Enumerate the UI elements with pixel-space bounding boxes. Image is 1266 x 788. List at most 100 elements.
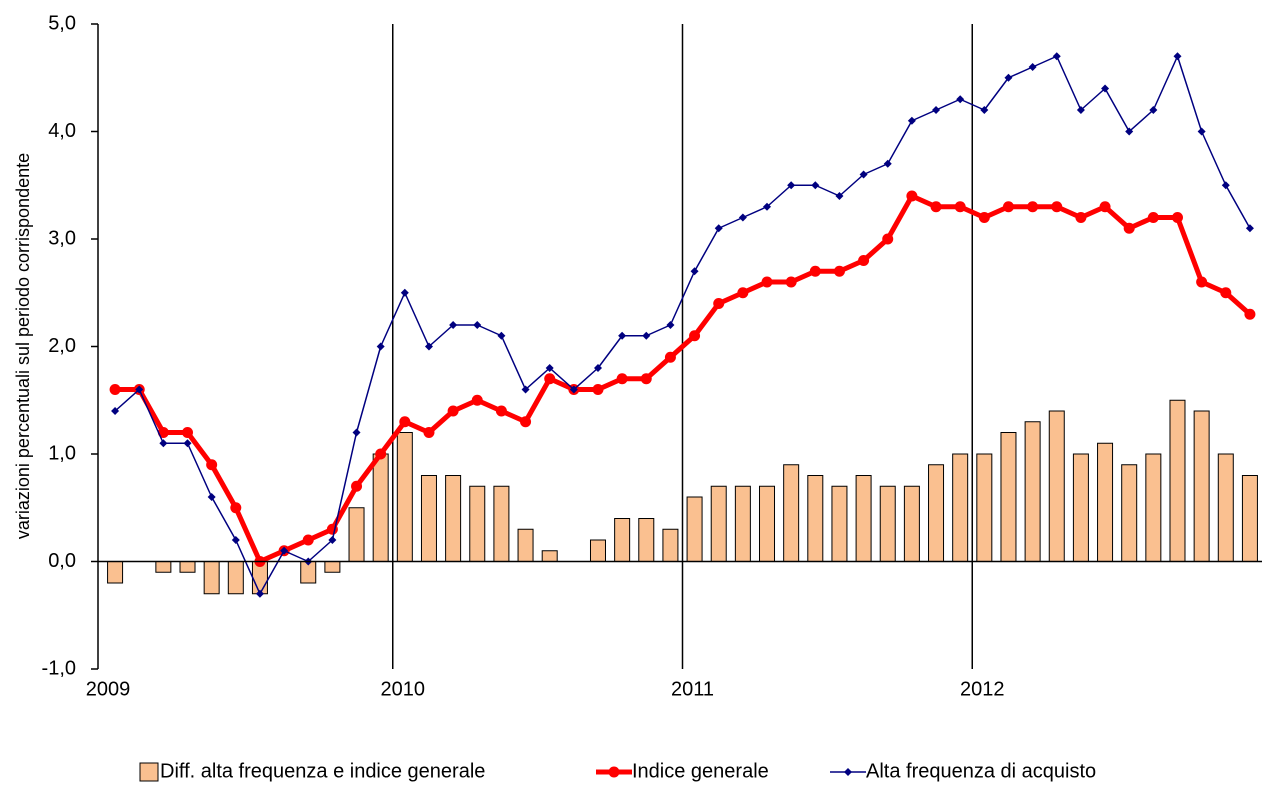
point xyxy=(763,202,772,211)
y-tick-label: 3,0 xyxy=(48,227,76,249)
point xyxy=(642,331,651,340)
point xyxy=(1052,52,1061,61)
point xyxy=(906,190,918,202)
point xyxy=(714,224,723,233)
point xyxy=(424,342,433,351)
point xyxy=(1147,212,1159,223)
point xyxy=(351,480,363,492)
bar xyxy=(469,485,486,562)
bar xyxy=(759,485,776,562)
point xyxy=(159,439,168,448)
bar xyxy=(783,464,800,562)
point xyxy=(1101,84,1110,93)
point xyxy=(1221,181,1230,190)
bar xyxy=(372,453,389,562)
bar xyxy=(638,518,655,562)
point xyxy=(787,181,796,190)
bar xyxy=(1241,475,1258,562)
bar xyxy=(710,485,727,562)
bar xyxy=(107,561,124,584)
point xyxy=(400,288,409,297)
point xyxy=(328,536,337,544)
point xyxy=(713,298,725,309)
point xyxy=(497,331,506,340)
point xyxy=(883,159,892,168)
point xyxy=(809,265,821,277)
bar xyxy=(1024,421,1041,562)
point xyxy=(135,385,144,394)
point xyxy=(182,427,194,438)
point xyxy=(157,427,169,438)
y-axis-label: variazioni percentuali sul periodo corri… xyxy=(13,153,33,539)
bar xyxy=(831,485,848,562)
bar xyxy=(928,464,945,562)
point xyxy=(183,439,192,448)
bar xyxy=(903,485,920,562)
point xyxy=(206,459,218,471)
point xyxy=(882,233,894,245)
point xyxy=(544,373,556,385)
x-tick-label: 2011 xyxy=(671,678,714,700)
point xyxy=(811,181,820,190)
bar xyxy=(348,507,365,562)
point xyxy=(230,502,242,514)
point xyxy=(1099,201,1111,213)
line xyxy=(114,55,1251,595)
point xyxy=(1027,201,1039,213)
point xyxy=(1028,63,1037,71)
point xyxy=(109,384,121,395)
point xyxy=(664,351,676,363)
point xyxy=(1244,308,1256,320)
bar xyxy=(734,485,751,562)
bar xyxy=(517,528,534,562)
point xyxy=(954,201,966,213)
bar xyxy=(1121,464,1138,562)
point xyxy=(858,255,870,266)
x-tick-label: 2012 xyxy=(960,678,1005,700)
point xyxy=(1002,201,1014,213)
point xyxy=(666,321,675,329)
bar xyxy=(1145,453,1162,562)
bar xyxy=(1193,410,1210,562)
point xyxy=(302,534,314,546)
legend-marker xyxy=(608,766,620,778)
point xyxy=(495,405,507,417)
point xyxy=(1004,73,1013,82)
point xyxy=(956,95,965,104)
point xyxy=(1125,127,1134,136)
point xyxy=(1123,222,1135,234)
bar xyxy=(614,518,631,562)
point xyxy=(231,536,240,544)
point xyxy=(1173,52,1182,61)
bar xyxy=(541,550,558,562)
point xyxy=(1149,106,1158,114)
point xyxy=(859,170,868,179)
bar xyxy=(589,539,606,562)
point xyxy=(423,427,435,438)
point xyxy=(761,276,773,288)
point xyxy=(473,321,482,329)
point xyxy=(449,321,458,329)
bar xyxy=(1000,432,1017,562)
point xyxy=(1220,287,1232,299)
bar xyxy=(855,475,872,562)
point xyxy=(1051,201,1063,213)
bar xyxy=(879,485,896,562)
point xyxy=(1245,224,1254,233)
x-tick-label: 2010 xyxy=(381,678,426,700)
y-tick-label: 4,0 xyxy=(48,120,76,142)
point xyxy=(593,364,602,372)
bar xyxy=(420,475,437,562)
point xyxy=(738,213,747,222)
point xyxy=(907,116,916,125)
y-tick-label: 1,0 xyxy=(48,442,76,464)
bar xyxy=(1097,442,1114,562)
point xyxy=(207,493,216,501)
point xyxy=(375,448,387,460)
bar xyxy=(952,453,969,562)
point xyxy=(616,373,628,385)
point xyxy=(785,276,797,288)
bar xyxy=(1072,453,1089,562)
bar xyxy=(227,561,244,595)
point xyxy=(1196,276,1208,288)
